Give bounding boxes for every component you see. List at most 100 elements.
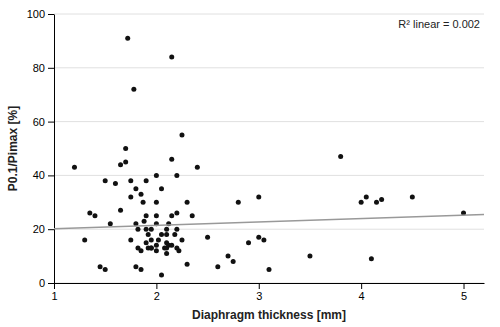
y-axis-title: P0.1/Pimax [%] (6, 106, 20, 191)
y-axis: 0 20 40 60 80 100 (27, 8, 55, 289)
point (113, 181, 118, 186)
y-tick-mark (48, 283, 54, 284)
x-tick: 2 (154, 283, 160, 302)
x-tick: 4 (359, 283, 365, 302)
point (364, 194, 369, 199)
point (185, 200, 190, 205)
point (159, 272, 164, 277)
x-tick: 1 (51, 283, 57, 302)
point (179, 133, 184, 138)
point (215, 264, 220, 269)
grid-line (54, 283, 484, 284)
point (154, 243, 159, 248)
x-tick-mark (464, 283, 465, 289)
point (154, 200, 159, 205)
point (174, 211, 179, 216)
point (141, 200, 146, 205)
y-tick: 60 (33, 116, 54, 128)
grid-line (54, 14, 484, 15)
point (125, 36, 130, 41)
point (149, 246, 154, 251)
marks (54, 36, 484, 278)
point (256, 194, 261, 199)
point (169, 243, 174, 248)
point (190, 213, 195, 218)
point (139, 267, 144, 272)
y-tick-label: 60 (33, 116, 45, 128)
point (154, 213, 159, 218)
point (236, 200, 241, 205)
y-tick: 40 (33, 169, 54, 181)
point (172, 232, 177, 237)
grid-line (54, 175, 484, 176)
plot-area: 1 2 3 4 5 0 20 40 60 80 100 R² linear = 0.002 (27, 8, 485, 302)
point (261, 237, 266, 242)
grid-line (54, 67, 484, 68)
point (128, 194, 133, 199)
point (185, 262, 190, 267)
x-tick-label: 5 (461, 290, 467, 302)
y-tick-mark (48, 68, 54, 69)
point (164, 232, 169, 237)
point (307, 254, 312, 259)
x-axis-line (55, 283, 485, 284)
point (72, 165, 77, 170)
point (159, 232, 164, 237)
point (156, 237, 161, 242)
x-tick: 3 (256, 283, 262, 302)
point (144, 213, 149, 218)
y-tick: 20 (33, 223, 54, 235)
point (267, 267, 272, 272)
point (159, 186, 164, 191)
y-tick-mark (48, 229, 54, 230)
point (174, 173, 179, 178)
points (72, 36, 466, 278)
point (123, 146, 128, 151)
point (231, 259, 236, 264)
point (169, 55, 174, 60)
point (118, 162, 123, 167)
x-axis: 1 2 3 4 5 (51, 283, 484, 302)
y-tick-mark (48, 122, 54, 123)
y-tick: 100 (27, 8, 54, 20)
point (369, 256, 374, 261)
point (144, 178, 149, 183)
point (144, 240, 149, 245)
point (154, 173, 159, 178)
x-tick: 5 (461, 283, 467, 302)
y-tick-mark (48, 14, 54, 15)
point (87, 211, 92, 216)
point (142, 219, 147, 224)
point (374, 200, 379, 205)
y-axis-line (54, 15, 55, 284)
point (128, 178, 133, 183)
point (103, 267, 108, 272)
x-tick-label: 1 (51, 290, 57, 302)
point (338, 154, 343, 159)
point (164, 227, 169, 232)
point (108, 221, 113, 226)
chart: 12345020406080100R² linear = 0.002Diaphr… (0, 0, 500, 327)
y-tick: 80 (33, 62, 54, 74)
point (92, 213, 97, 218)
point (103, 178, 108, 183)
point (169, 157, 174, 162)
point (169, 213, 174, 218)
y-tick-label: 40 (33, 169, 45, 181)
point (149, 227, 154, 232)
point (410, 194, 415, 199)
point (176, 248, 181, 253)
point (118, 208, 123, 213)
y-tick-label: 20 (33, 223, 45, 235)
point (133, 264, 138, 269)
y-tick-mark (48, 175, 54, 176)
annotation: R² linear = 0.002 (398, 18, 480, 30)
point (164, 251, 169, 256)
point (246, 240, 251, 245)
point (179, 237, 184, 242)
point (82, 237, 87, 242)
point (139, 248, 144, 253)
y-tick-label: 80 (33, 62, 45, 74)
y-tick: 0 (39, 277, 54, 289)
point (146, 232, 151, 237)
